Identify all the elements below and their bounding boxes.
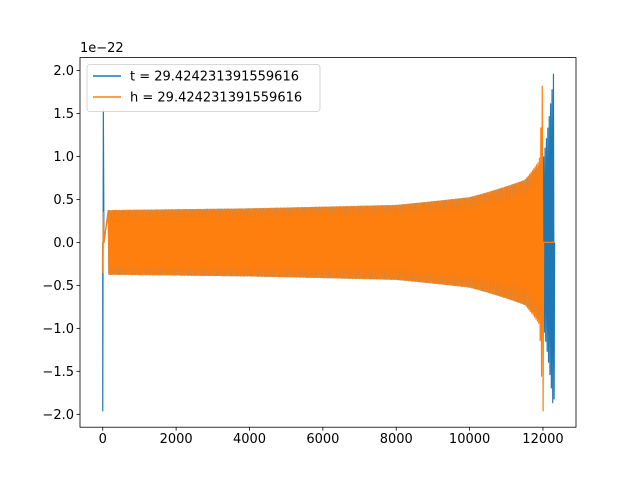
x-tick-label: 10000 <box>449 432 490 447</box>
x-tick-label: 6000 <box>306 432 339 447</box>
x-tick-label: 8000 <box>380 432 413 447</box>
legend: t = 29.424231391559616 h = 29.42423139155… <box>86 64 321 112</box>
x-tick-label: 0 <box>99 432 107 447</box>
y-tick-label: −2.0 <box>42 408 74 423</box>
y-tick-label: 0.5 <box>53 193 74 208</box>
y-axis: −2.0 −1.5 −1.0 −0.5 0.0 0.5 1.0 1.5 2.0 <box>42 64 80 423</box>
y-tick-label: −1.5 <box>42 365 74 380</box>
series-layer <box>102 73 556 412</box>
x-tick-label: 2000 <box>160 432 193 447</box>
y-tick-label: 1.5 <box>53 107 74 122</box>
y-tick-label: −1.0 <box>42 322 74 337</box>
x-axis: 0 2000 4000 6000 8000 10000 12000 <box>99 427 564 447</box>
y-tick-label: 1.0 <box>53 150 74 165</box>
series-line-2 <box>102 85 554 412</box>
y-tick-label: 2.0 <box>53 64 74 79</box>
x-tick-label: 4000 <box>233 432 266 447</box>
legend-label: h = 29.424231391559616 <box>130 91 302 106</box>
legend-label: t = 29.424231391559616 <box>130 70 299 85</box>
x-tick-label: 12000 <box>522 432 563 447</box>
y-tick-label: 0.0 <box>53 236 74 251</box>
legend-box <box>86 64 321 112</box>
y-tick-label: −0.5 <box>42 279 74 294</box>
y-offset-label: 1e−22 <box>80 41 124 56</box>
